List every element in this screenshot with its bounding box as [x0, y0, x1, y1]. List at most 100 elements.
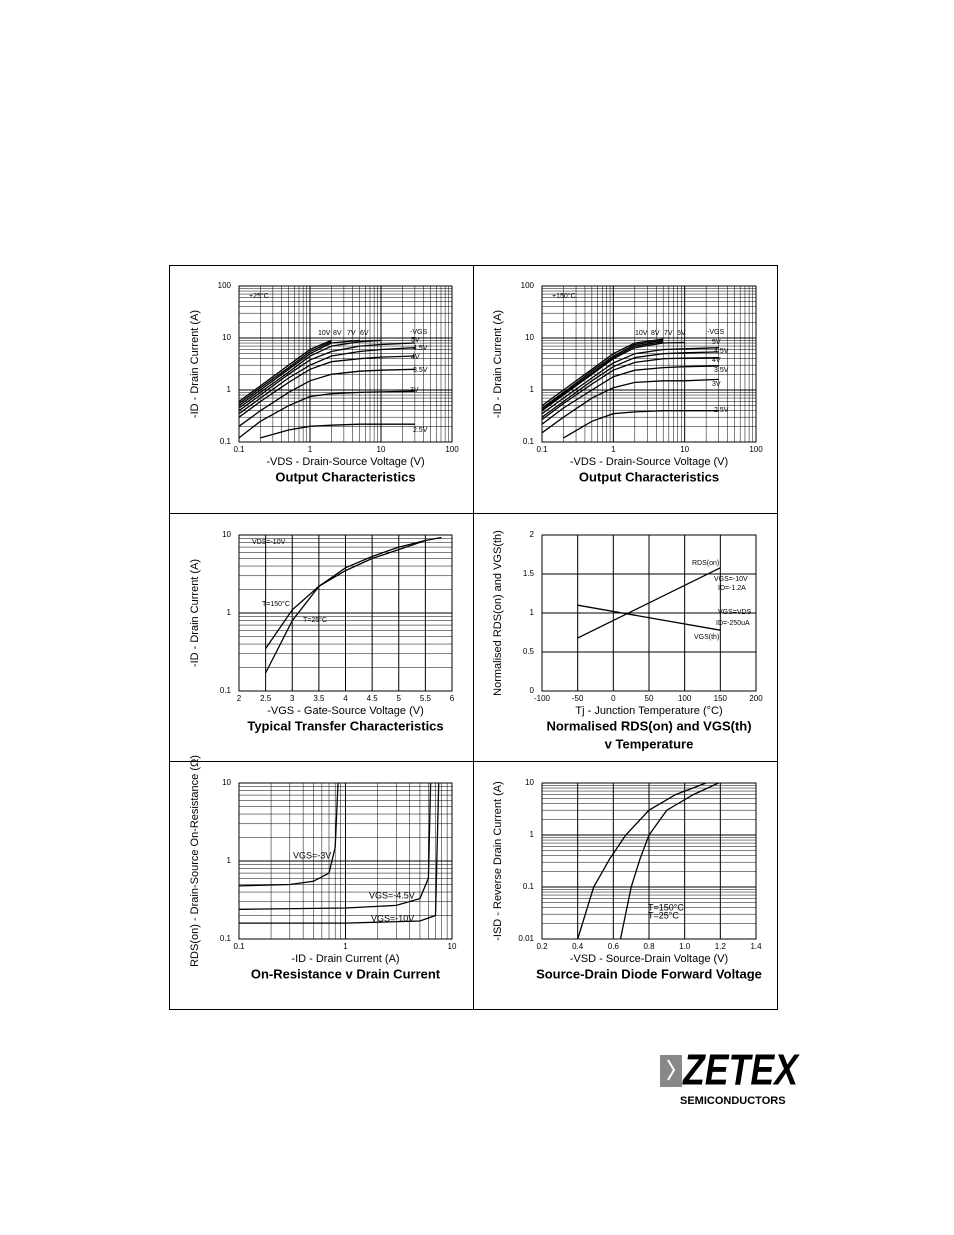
- y-tick-label: 1: [227, 385, 232, 394]
- y-tick-label: 10: [222, 778, 231, 787]
- y-tick-label: 1: [530, 385, 535, 394]
- x-tick-label: 3: [290, 694, 295, 703]
- series-line: [238, 341, 332, 405]
- y-axis-label: RDS(on) - Drain-Source On-Resistance (Ω): [189, 755, 201, 967]
- series-line: [265, 539, 426, 649]
- x-tick-label: 1: [308, 445, 313, 454]
- series-label: T=150°C: [262, 600, 290, 608]
- chart: 2 2.5 3 3.5 4 4.5 5 5.5 6 0.1 1 10: [220, 530, 455, 703]
- x-tick-label: 0.2: [536, 942, 548, 951]
- x-tick-label: 150: [714, 694, 728, 703]
- x-tick-label: 0.8: [643, 942, 655, 951]
- x-axis-label: -VSD - Source-Drain Voltage (V): [570, 953, 728, 965]
- x-axis-label: Tj - Junction Temperature (°C): [575, 705, 722, 717]
- y-tick-label: 0.1: [220, 686, 232, 695]
- y-tick-label: 1: [530, 830, 535, 839]
- series-label: T=25°C: [648, 910, 679, 920]
- series-label: 4.5V: [413, 345, 428, 352]
- annotation: VGS=VDS: [718, 609, 752, 616]
- x-tick-label: 200: [749, 694, 763, 703]
- series-line: [577, 782, 707, 940]
- legend-title: -VGS: [707, 329, 724, 336]
- x-tick-label: 10: [680, 445, 689, 454]
- series-line: [238, 339, 332, 403]
- logo-icon: [660, 1055, 682, 1087]
- series-line: [238, 347, 415, 415]
- annotation: ID=-250uA: [716, 620, 750, 627]
- y-axis-label: -ISD - Reverse Drain Current (A): [492, 781, 504, 941]
- series-line: [577, 604, 721, 631]
- x-tick-label: 1.2: [715, 942, 727, 951]
- series-label: 4.5V: [714, 348, 729, 355]
- series-line: [239, 782, 440, 924]
- y-tick-label: 100: [521, 281, 535, 290]
- chart: 0.1 1 10 100 0.1 1 10 100: [218, 281, 460, 454]
- series-label: 8V: [333, 330, 342, 337]
- x-tick-label: 1: [343, 942, 348, 951]
- series-line: [238, 342, 415, 412]
- x-tick-label: 1.4: [750, 942, 762, 951]
- series-line: [541, 347, 719, 415]
- x-axis-label: -ID - Drain Current (A): [291, 953, 399, 965]
- series-label: VGS(th): [694, 634, 719, 641]
- chart: 0.2 0.4 0.6 0.8 1.0 1.2 1.4 0.01 0.1 1 10: [518, 778, 762, 951]
- x-tick-label: -50: [572, 694, 584, 703]
- logo-block: [660, 1055, 682, 1087]
- series-label: 10V: [635, 330, 648, 337]
- series-line: [238, 368, 415, 427]
- x-tick-label: 0.1: [536, 445, 548, 454]
- x-tick-label: 10: [448, 942, 457, 951]
- series-label: 10V: [318, 330, 331, 337]
- annotation: +150°C: [552, 292, 576, 300]
- y-tick-label: 0.1: [220, 437, 232, 446]
- x-tick-label: 6: [450, 694, 455, 703]
- chart-title: Output Characteristics: [275, 469, 415, 484]
- series-label: RDS(on): [692, 560, 719, 567]
- logo-name: ZETEX: [681, 1046, 800, 1095]
- series-label: VGS=-10V: [371, 913, 414, 923]
- series-line: [238, 782, 432, 910]
- chart-title: Source-Drain Diode Forward Voltage: [536, 966, 762, 981]
- y-tick-label: 0: [530, 686, 535, 695]
- y-axis-label: Normalised RDS(on) and VGS(th): [492, 530, 504, 696]
- y-tick-label: 0.1: [523, 437, 535, 446]
- series-label: 4V: [712, 357, 721, 364]
- y-axis-label: -ID - Drain Current (A): [189, 559, 201, 667]
- x-tick-label: 100: [678, 694, 692, 703]
- y-tick-label: 10: [222, 333, 231, 342]
- series-label: 4V: [411, 354, 420, 361]
- series-line: [238, 782, 339, 887]
- y-tick-label: 10: [525, 778, 534, 787]
- series-label: 6V: [360, 330, 369, 337]
- series-label: T=150°C: [648, 902, 684, 912]
- y-tick-label: 0.5: [523, 647, 535, 656]
- x-tick-label: 100: [445, 445, 459, 454]
- x-tick-label: 2: [237, 694, 242, 703]
- series-label: T=25°C: [303, 616, 327, 624]
- x-tick-label: 50: [645, 694, 654, 703]
- series-label: 7V: [664, 330, 673, 337]
- chart-title: On-Resistance v Drain Current: [251, 966, 441, 981]
- plot-area: [238, 285, 453, 443]
- x-tick-label: 2.5: [260, 694, 272, 703]
- series-line: [541, 339, 664, 409]
- x-tick-label: 5.5: [420, 694, 432, 703]
- y-tick-label: 100: [218, 281, 232, 290]
- series-label: 3.5V: [714, 367, 729, 374]
- x-tick-label: 0: [611, 694, 616, 703]
- series-line: [238, 339, 382, 409]
- series-line: [541, 338, 664, 407]
- series-label: 8V: [651, 330, 660, 337]
- series-line: [541, 378, 719, 434]
- chart: -100 -50 0 50 100 150 200 0 0.5 1 1.5 2: [523, 530, 763, 703]
- x-tick-label: -100: [534, 694, 551, 703]
- chart-subtitle: v Temperature: [605, 736, 694, 751]
- x-tick-label: 4.5: [367, 694, 379, 703]
- series-line: [541, 341, 685, 412]
- x-axis-label: -VDS - Drain-Source Voltage (V): [570, 456, 728, 468]
- x-tick-label: 4: [343, 694, 348, 703]
- series-label: 5V: [712, 339, 721, 346]
- y-tick-label: 1.5: [523, 569, 535, 578]
- annotation: ID=-1.2A: [718, 585, 746, 592]
- series-label: 6V: [677, 330, 686, 337]
